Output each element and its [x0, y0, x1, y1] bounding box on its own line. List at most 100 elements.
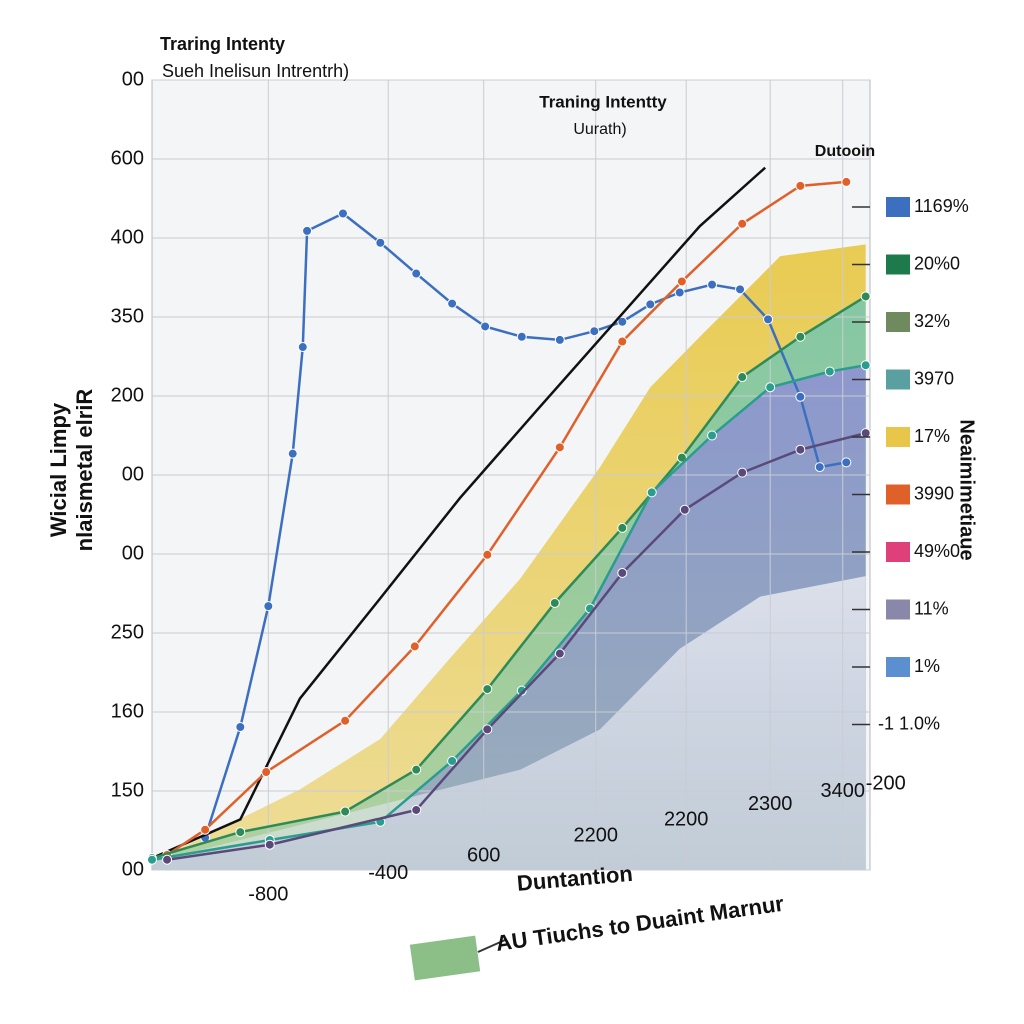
data-point — [617, 336, 628, 347]
legend-label: 20%0 — [914, 253, 960, 273]
note: AU Tiuchs to Duaint Marnur — [494, 891, 786, 956]
data-point — [482, 549, 493, 560]
data-point — [409, 641, 420, 652]
data-point — [200, 824, 211, 835]
data-point — [646, 487, 657, 498]
data-point — [679, 504, 690, 515]
data-point — [482, 724, 493, 735]
y2-axis-title: Neaimimetiaue — [956, 419, 978, 560]
data-point — [795, 391, 806, 402]
data-point — [235, 827, 246, 838]
legend-swatch — [886, 599, 910, 620]
x-tick-label: -200 — [866, 772, 906, 794]
y-tick-label: 150 — [111, 779, 144, 801]
data-point — [737, 372, 748, 383]
note-connector — [477, 939, 506, 953]
data-point — [297, 342, 308, 353]
y-tick-label: 00 — [122, 463, 144, 485]
data-point — [795, 331, 806, 342]
data-point — [340, 715, 351, 726]
chart-subtitle: Sueh Inelisun Intrentrh) — [162, 61, 349, 81]
data-point — [162, 854, 173, 865]
legend-label: 1169% — [914, 196, 969, 216]
legend-swatch — [886, 484, 910, 505]
data-point — [516, 685, 527, 696]
x-tick-label: -800 — [248, 883, 288, 905]
legend-label: 3970 — [914, 368, 954, 388]
y-tick-label: 250 — [111, 621, 144, 643]
chart-title: Traring Intenty — [160, 34, 285, 54]
y-tick-label: 00 — [122, 542, 144, 564]
annotation: Uurath) — [573, 121, 626, 138]
y-tick-label: 350 — [111, 305, 144, 327]
data-point — [447, 298, 458, 309]
y-tick-label: 600 — [111, 147, 144, 169]
data-point — [841, 457, 852, 468]
data-point — [554, 334, 565, 345]
x-tick-label: 2300 — [748, 793, 793, 815]
data-point — [554, 442, 565, 453]
x-tick-label: 2200 — [664, 808, 709, 830]
data-point — [549, 597, 560, 608]
data-point — [737, 218, 748, 229]
x-tick-label: 2200 — [573, 825, 618, 847]
data-point — [337, 208, 348, 219]
y-tick-label: 400 — [111, 226, 144, 248]
data-point — [447, 755, 458, 766]
data-point — [765, 382, 776, 393]
legend-label: 11% — [914, 598, 949, 618]
data-point — [411, 764, 422, 775]
data-point — [480, 321, 491, 332]
legend-swatch — [886, 254, 910, 275]
y-axis-title-line: Wicial Limpy — [46, 402, 71, 537]
data-point — [554, 648, 565, 659]
legend-swatch — [886, 542, 910, 562]
legend-label: 49%0 — [914, 541, 960, 561]
data-point — [763, 314, 774, 325]
series-line — [166, 431, 866, 861]
data-point — [411, 268, 422, 279]
legend-label: 17% — [914, 426, 950, 446]
data-point — [617, 567, 628, 578]
lines — [147, 166, 871, 865]
x-tick-label: -400 — [368, 862, 408, 884]
data-point — [737, 467, 748, 478]
y-axis-title-line: nlaismetal elriR — [72, 389, 97, 552]
legend-swatch — [886, 312, 910, 332]
data-point — [676, 276, 687, 287]
annotation: Dutooin — [815, 143, 875, 160]
annotation: Traning Intentty — [539, 92, 667, 111]
data-point — [707, 430, 718, 441]
data-point — [617, 522, 628, 533]
legend-swatch — [886, 369, 910, 390]
legend-swatch — [886, 427, 910, 447]
data-point — [235, 722, 246, 733]
x-tick-label: 600 — [467, 845, 500, 867]
data-point — [824, 366, 835, 377]
data-point — [516, 331, 527, 342]
y-tick-label: 00 — [122, 858, 144, 880]
y-axis-title: Wicial Limpy nlaismetal elriR — [46, 389, 97, 552]
data-point — [860, 360, 871, 371]
data-point — [674, 287, 685, 298]
data-point — [589, 326, 600, 337]
data-point — [482, 684, 493, 695]
legend-label: -1 1.0% — [878, 713, 940, 733]
data-point — [261, 767, 272, 778]
data-point — [617, 316, 628, 327]
legend-label: 32% — [914, 311, 950, 331]
legend-swatch — [886, 197, 910, 217]
series-line — [166, 180, 847, 857]
y-tick-label: 00 — [122, 68, 144, 90]
data-point — [264, 839, 275, 850]
x-tick-label: 3400 — [820, 780, 865, 802]
legend-label: 1% — [914, 656, 940, 676]
data-point — [676, 452, 687, 463]
legend-label: 3990 — [914, 483, 954, 503]
data-point — [375, 237, 386, 248]
data-point — [795, 444, 806, 455]
legend-swatch — [886, 657, 910, 677]
y-tick-label: 200 — [111, 384, 144, 406]
